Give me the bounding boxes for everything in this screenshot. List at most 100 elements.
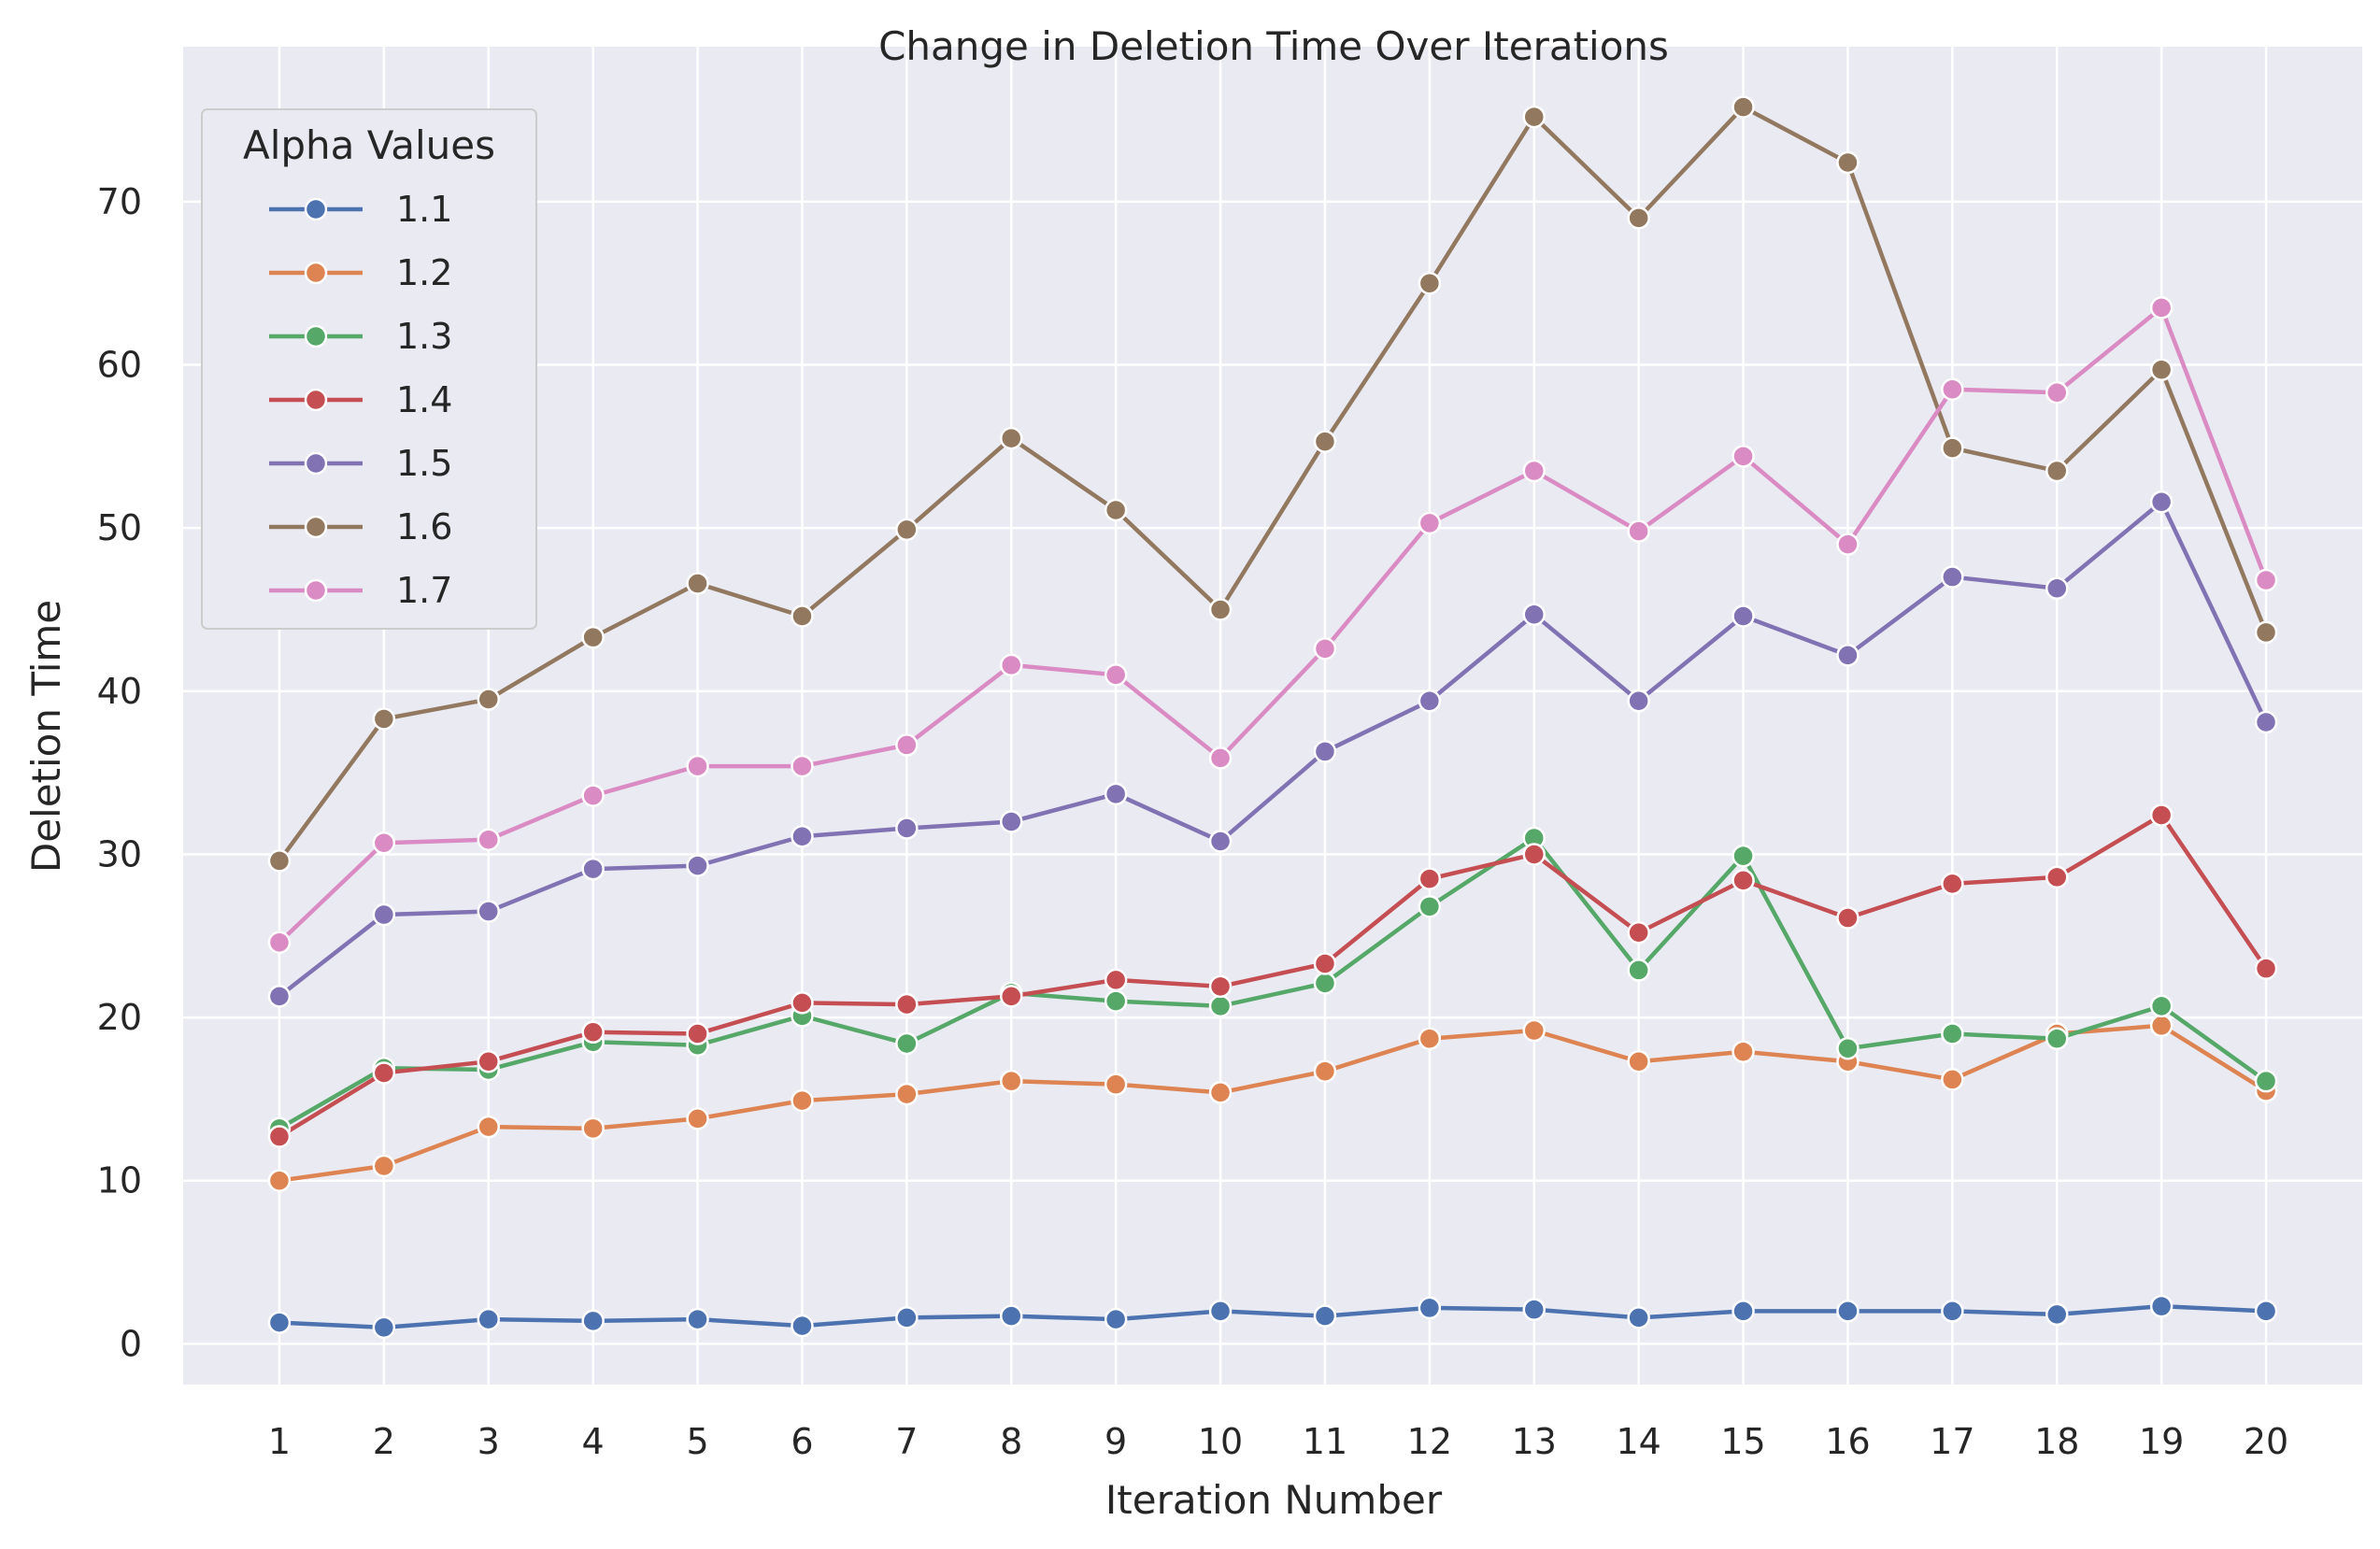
- data-point: [477, 1049, 500, 1073]
- data-point: [1418, 689, 1442, 713]
- y-axis-ticks: 0 10 20 30 40 50 60 70: [97, 181, 142, 1364]
- legend-item: 1.6: [269, 506, 452, 547]
- data-point: [895, 817, 919, 840]
- data-point: [1627, 921, 1650, 945]
- x-tick-label: 4: [582, 1421, 605, 1462]
- data-point: [1313, 972, 1337, 995]
- data-point: [477, 828, 500, 851]
- data-point: [372, 902, 396, 927]
- y-tick-label: 20: [97, 997, 142, 1038]
- data-point: [1522, 1018, 1546, 1043]
- data-point: [1732, 1300, 1755, 1323]
- legend-item: 1.4: [269, 379, 452, 420]
- data-point: [1627, 519, 1650, 543]
- x-tick-label: 12: [1407, 1421, 1452, 1462]
- data-point: [2254, 1300, 2278, 1323]
- data-point: [1627, 206, 1650, 230]
- legend-box: [201, 108, 537, 630]
- data-point: [372, 1154, 396, 1178]
- data-point: [1418, 1296, 1442, 1320]
- data-point: [1104, 1307, 1128, 1331]
- x-tick-label: 2: [373, 1421, 395, 1462]
- chart-title: Change in Deletion Time Over Iterations: [878, 23, 1669, 69]
- data-point: [477, 900, 500, 923]
- data-point: [686, 572, 709, 595]
- data-point: [1208, 830, 1233, 853]
- data-point: [999, 1304, 1023, 1328]
- data-point: [895, 1306, 919, 1329]
- series-line-1.4: [277, 813, 2269, 1139]
- legend-swatch-marker: [304, 515, 328, 539]
- data-point: [1313, 637, 1337, 661]
- y-tick-label: 40: [97, 671, 142, 712]
- legend-swatch-marker: [304, 451, 328, 476]
- legend-swatch-marker: [304, 197, 328, 221]
- data-point: [2254, 1069, 2278, 1093]
- x-tick-label: 19: [2139, 1421, 2184, 1462]
- data-point: [895, 733, 919, 757]
- data-point: [895, 1082, 919, 1106]
- data-point: [1732, 95, 1755, 119]
- data-point: [2149, 296, 2173, 320]
- data-point: [999, 1069, 1023, 1093]
- x-tick-label: 10: [1198, 1421, 1243, 1462]
- legend-item: 1.2: [269, 252, 452, 293]
- data-point: [1418, 511, 1442, 535]
- data-point: [999, 426, 1023, 450]
- data-point: [1104, 989, 1128, 1013]
- data-point: [1418, 895, 1442, 918]
- data-point: [1313, 952, 1337, 975]
- data-point: [267, 931, 292, 954]
- data-point: [372, 1061, 396, 1085]
- data-point: [895, 1031, 919, 1056]
- data-point: [1732, 844, 1755, 868]
- x-tick-label: 18: [2034, 1421, 2079, 1462]
- data-point: [2149, 994, 2173, 1018]
- data-point: [267, 849, 292, 873]
- data-point: [686, 1307, 709, 1331]
- x-tick-label: 3: [477, 1421, 500, 1462]
- x-tick-label: 17: [1930, 1421, 1974, 1462]
- data-point: [581, 784, 605, 807]
- legend-swatch-marker: [304, 324, 328, 348]
- data-point: [1836, 1300, 1860, 1323]
- data-point: [267, 1125, 292, 1148]
- data-point: [2254, 710, 2278, 734]
- legend-label: 1.5: [396, 443, 452, 484]
- legend-label: 1.2: [396, 252, 452, 293]
- data-point: [1627, 1049, 1650, 1073]
- data-point: [1627, 959, 1650, 982]
- data-point: [791, 604, 814, 628]
- x-tick-label: 1: [268, 1421, 291, 1462]
- data-point: [2045, 865, 2069, 889]
- legend-swatch-marker: [304, 261, 328, 285]
- data-point: [895, 518, 919, 542]
- data-point: [1522, 603, 1546, 626]
- data-point: [1732, 604, 1755, 628]
- data-point: [1941, 872, 1964, 896]
- data-point: [267, 1311, 292, 1334]
- series-markers: [267, 95, 2278, 1340]
- series-line-1.2: [277, 1023, 2269, 1183]
- data-point: [581, 1116, 605, 1141]
- data-point: [2045, 380, 2069, 405]
- series-line-1.6: [277, 105, 2269, 863]
- data-point: [267, 985, 292, 1008]
- x-tick-label: 5: [686, 1421, 708, 1462]
- data-point: [1313, 740, 1337, 763]
- x-tick-label: 14: [1616, 1421, 1660, 1462]
- legend-item: 1.5: [269, 443, 452, 484]
- data-point: [1313, 1059, 1337, 1083]
- legend-title: Alpha Values: [243, 122, 495, 168]
- y-tick-label: 70: [97, 181, 142, 222]
- data-point: [1941, 436, 1964, 460]
- data-point: [1313, 430, 1337, 453]
- data-point: [1732, 445, 1755, 468]
- data-point: [1104, 663, 1128, 687]
- data-point: [1418, 271, 1442, 295]
- series-line-1.3: [277, 835, 2269, 1131]
- data-point: [1104, 498, 1128, 522]
- data-point: [686, 854, 709, 877]
